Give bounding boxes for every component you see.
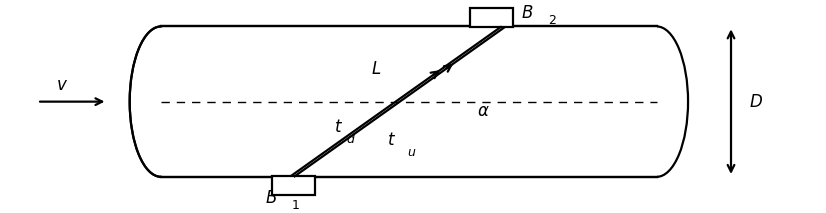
Text: 1: 1: [292, 199, 300, 212]
Bar: [470, 8, 513, 27]
Text: $t$: $t$: [387, 131, 396, 149]
Text: $D$: $D$: [749, 93, 762, 111]
Bar: [161, 26, 657, 177]
Text: $v$: $v$: [56, 76, 68, 94]
Text: d: d: [347, 133, 355, 146]
Ellipse shape: [625, 26, 688, 177]
Text: $t$: $t$: [334, 118, 343, 136]
Text: $L$: $L$: [371, 60, 381, 78]
Text: $B$: $B$: [520, 4, 534, 22]
Text: u: u: [407, 146, 415, 159]
Bar: [161, 26, 657, 177]
Text: $B$: $B$: [264, 189, 278, 207]
Text: $\alpha$: $\alpha$: [477, 102, 490, 120]
Text: 2: 2: [548, 14, 556, 27]
Ellipse shape: [130, 26, 192, 177]
Bar: [272, 176, 315, 195]
